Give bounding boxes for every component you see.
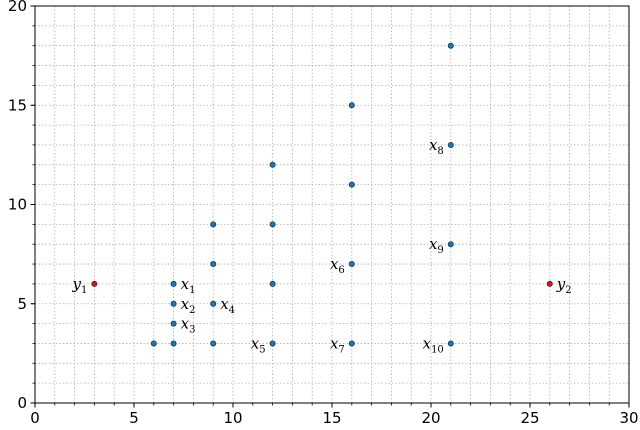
point-label-x8: x8: [429, 136, 444, 157]
point-x7: [348, 340, 355, 347]
x-tick-label: 20: [421, 409, 440, 427]
point-label-y1: y1: [72, 275, 88, 296]
point-x9: [447, 241, 454, 248]
point: [348, 181, 355, 188]
point-label-x4: x4: [220, 295, 235, 316]
point-label-x9: x9: [429, 235, 444, 256]
axes: 0 5 10 15 20 25 30 0 5 10 15 20: [8, 0, 639, 427]
x-tick-label: 15: [322, 409, 341, 427]
point-x1: [170, 280, 177, 287]
point: [210, 340, 217, 347]
point-x8: [447, 141, 454, 148]
point-x3: [170, 320, 177, 327]
point: [269, 280, 276, 287]
point-y1: [91, 280, 98, 287]
x-tick-label: 30: [619, 409, 638, 427]
point-x4: [210, 300, 217, 307]
x-tick-label: 0: [30, 409, 40, 427]
point-x10: [447, 340, 454, 347]
point: [348, 102, 355, 109]
point: [150, 340, 157, 347]
point-label-x7: x7: [330, 334, 345, 355]
point-label-x5: x5: [251, 334, 266, 355]
point-x6: [348, 261, 355, 268]
point-y2: [546, 280, 553, 287]
point-label-x1: x1: [181, 275, 196, 296]
point-label-x3: x3: [181, 315, 196, 336]
point-x2: [170, 300, 177, 307]
point-label-x10: x10: [423, 334, 444, 355]
point: [269, 161, 276, 168]
x-tick-label: 25: [520, 409, 539, 427]
data-points: [91, 42, 553, 347]
point: [210, 261, 217, 268]
point-label-x2: x2: [181, 295, 196, 316]
y-tick-label: 5: [17, 295, 27, 313]
point: [210, 221, 217, 228]
point: [447, 42, 454, 49]
point: [170, 340, 177, 347]
y-tick-label: 20: [8, 0, 27, 15]
y-tick-label: 15: [8, 96, 27, 114]
y-tick-label: 0: [17, 394, 27, 412]
point: [269, 221, 276, 228]
plot-frame: [34, 5, 630, 404]
y-tick-label: 10: [8, 196, 27, 214]
point-label-x6: x6: [330, 255, 345, 276]
point-label-y2: y2: [556, 275, 572, 296]
x-tick-label: 10: [223, 409, 242, 427]
point-x5: [269, 340, 276, 347]
x-tick-label: 5: [129, 409, 139, 427]
